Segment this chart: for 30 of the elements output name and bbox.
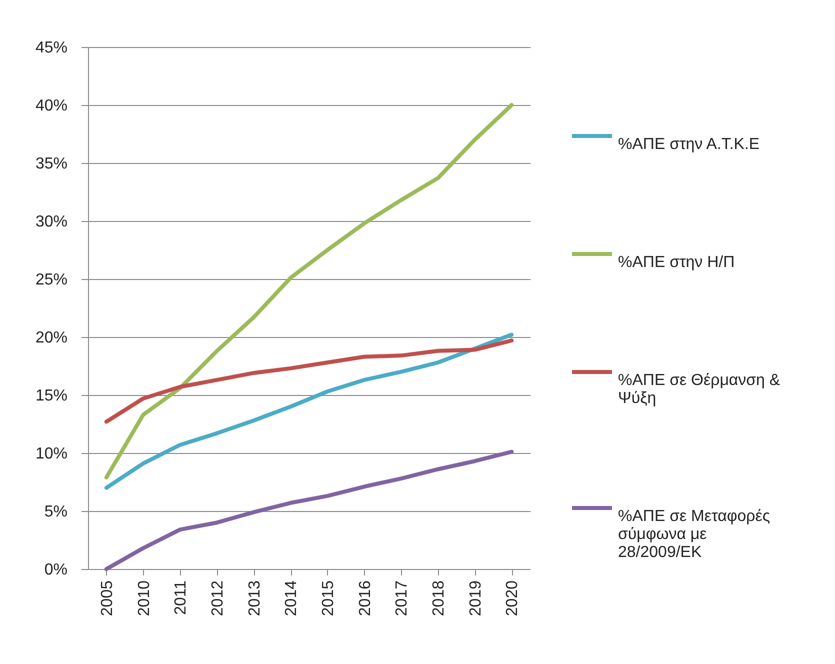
x-tick-label: 2018 [430,580,448,616]
x-tick-label: 2013 [246,580,264,616]
y-tick-label: 15% [35,388,68,404]
x-tick-label: 2014 [283,580,300,616]
x-tick-label: 2005 [98,580,116,616]
x-tick-label: 2015 [320,580,337,616]
legend-label: %ΑΠΕ στην Α.Τ.Κ.Ε [618,136,760,153]
legend-label: %ΑΠΕ σε Θέρμανση & Ψύξη [618,372,780,407]
y-tick-label: 5% [44,504,68,520]
y-tick-label: 45% [35,40,68,56]
x-tick-label: 2019 [467,580,484,616]
line-series [104,103,514,480]
line-series [104,338,514,424]
y-tick-label: 25% [35,272,68,288]
y-tick-label: 35% [35,156,68,172]
x-tick-label: 2016 [356,580,374,616]
x-tick-label: 2010 [136,580,153,616]
y-tick-label: 10% [35,446,68,462]
y-tick-label: 30% [35,214,68,230]
x-tick-label: 2012 [209,580,226,616]
x-tick-label: 2020 [504,580,522,616]
line-series [104,332,514,490]
y-tick-label: 20% [35,330,68,346]
x-tick-label: 2017 [394,580,411,616]
legend-label: %ΑΠΕ σε Μεταφορές σύμφωνα με 28/2009/ΕΚ [618,508,770,561]
x-tick-label: 2011 [172,580,190,615]
y-tick-label: 0% [44,562,68,578]
y-tick-label: 40% [35,98,68,114]
line-series [104,450,514,571]
legend-label: %ΑΠΕ στην Η/Π [618,254,735,271]
